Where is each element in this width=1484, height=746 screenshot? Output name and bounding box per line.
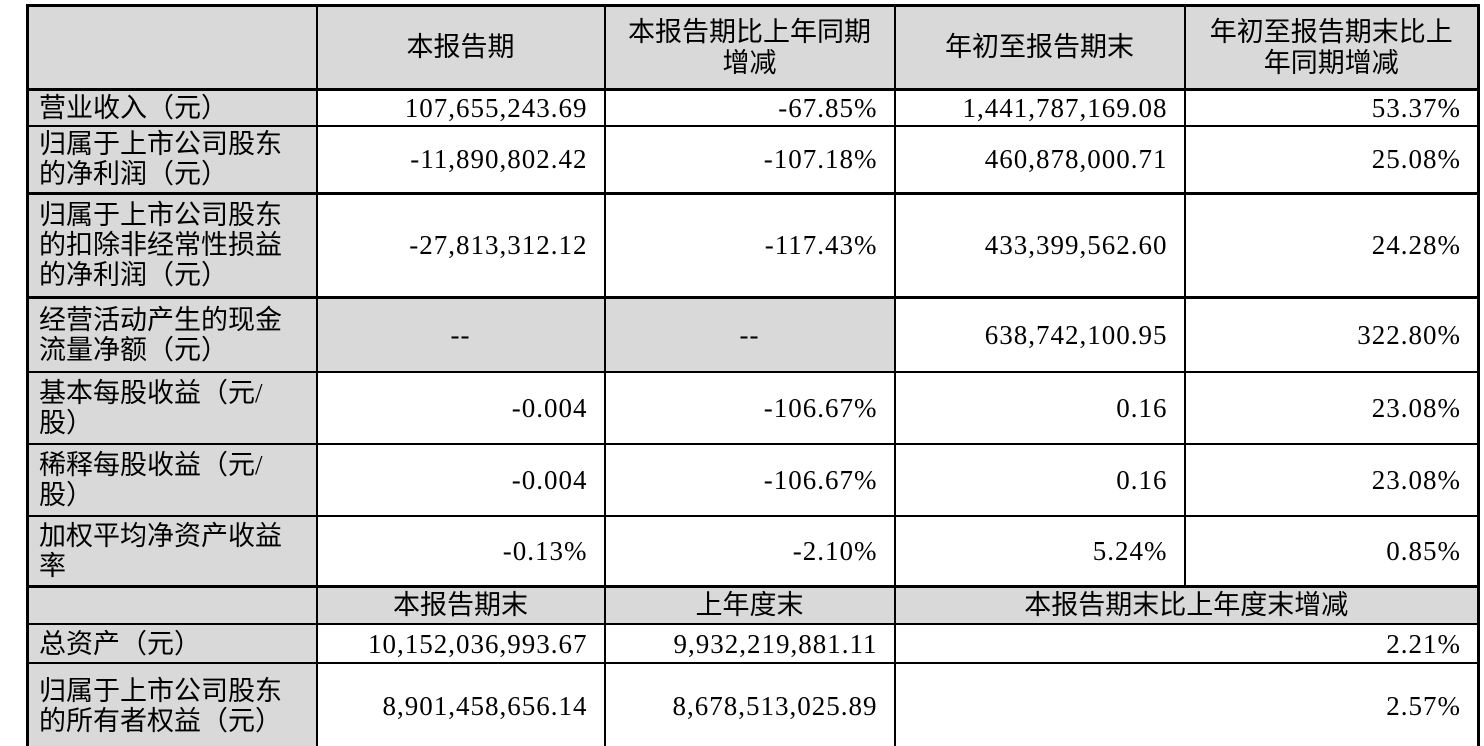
row-label: 稀释每股收益（元/股） [26,443,318,518]
cell-current-dash: -- [315,296,606,374]
cell-ytd-yoy-change: 25.08% [1183,125,1480,195]
header-blank-cell [26,585,318,626]
financial-summary-table: 本报告期 本报告期比上年同期增减 年初至报告期末 年初至报告期末比上年同期增减 … [26,4,1480,746]
cell-yoy-change: -106.67% [603,443,896,518]
cell-current-end: 10,152,036,993.67 [315,623,606,665]
cell-change: 2.21% [893,623,1480,665]
cell-prev-year-end: 9,932,219,881.11 [603,623,896,665]
cell-yoy-change: -107.18% [603,125,896,195]
table-row-equity: 归属于上市公司股东的所有者权益（元） 8,901,458,656.14 8,67… [26,662,1480,746]
header-end-vs-prev-year-change: 本报告期末比上年度末增减 [893,585,1480,626]
cell-ytd: 638,742,100.95 [893,296,1186,374]
cell-current: -0.004 [315,443,606,518]
cell-ytd-yoy-change: 24.28% [1183,192,1480,299]
row-label: 经营活动产生的现金流量净额（元） [26,296,318,374]
row-label: 基本每股收益（元/股） [26,371,318,446]
header-ytd: 年初至报告期末 [893,4,1186,91]
row-label: 归属于上市公司股东的所有者权益（元） [26,662,318,746]
header-blank-cell [26,4,318,91]
table-row-net-profit: 归属于上市公司股东的净利润（元） -11,890,802.42 -107.18%… [26,125,1480,195]
cell-change: 2.57% [893,662,1480,746]
cell-yoy-change: -2.10% [603,515,896,588]
table-row-basic-eps: 基本每股收益（元/股） -0.004 -106.67% 0.16 23.08% [26,371,1480,446]
cell-ytd-yoy-change: 53.37% [1183,88,1480,128]
cell-yoy-change: -117.43% [603,192,896,299]
cell-ytd: 5.24% [893,515,1186,588]
row-label: 营业收入（元） [26,88,318,128]
table-row-operating-cash-flow: 经营活动产生的现金流量净额（元） -- -- 638,742,100.95 32… [26,296,1480,374]
header-ytd-yoy: 年初至报告期末比上年同期增减 [1183,4,1480,91]
cell-ytd: 433,399,562.60 [893,192,1186,299]
cell-ytd: 0.16 [893,371,1186,446]
cell-prev-year-end: 8,678,513,025.89 [603,662,896,746]
cell-current: -0.13% [315,515,606,588]
cell-current: -0.004 [315,371,606,446]
cell-ytd-yoy-change: 23.08% [1183,371,1480,446]
header-row-balance: 本报告期末 上年度末 本报告期末比上年度末增减 [26,585,1480,626]
row-label: 归属于上市公司股东的扣除非经常性损益的净利润（元） [26,192,318,299]
cell-yoy-change-dash: -- [603,296,896,374]
row-label: 总资产（元） [26,623,318,665]
row-label: 加权平均净资产收益率 [26,515,318,588]
cell-current: -27,813,312.12 [315,192,606,299]
header-current-period-yoy: 本报告期比上年同期增减 [603,4,896,91]
cell-current: 107,655,243.69 [315,88,606,128]
cell-ytd: 1,441,787,169.08 [893,88,1186,128]
cell-current-end: 8,901,458,656.14 [315,662,606,746]
table-row-diluted-eps: 稀释每股收益（元/股） -0.004 -106.67% 0.16 23.08% [26,443,1480,518]
table-row-total-assets: 总资产（元） 10,152,036,993.67 9,932,219,881.1… [26,623,1480,665]
cell-ytd-yoy-change: 322.80% [1183,296,1480,374]
header-current-period: 本报告期 [315,4,606,91]
cell-yoy-change: -67.85% [603,88,896,128]
table-row-weighted-avg-roe: 加权平均净资产收益率 -0.13% -2.10% 5.24% 0.85% [26,515,1480,588]
cell-yoy-change: -106.67% [603,371,896,446]
cell-current: -11,890,802.42 [315,125,606,195]
header-row-period: 本报告期 本报告期比上年同期增减 年初至报告期末 年初至报告期末比上年同期增减 [26,4,1480,91]
row-label: 归属于上市公司股东的净利润（元） [26,125,318,195]
header-current-period-end: 本报告期末 [315,585,606,626]
table-row-revenue: 营业收入（元） 107,655,243.69 -67.85% 1,441,787… [26,88,1480,128]
header-prev-year-end: 上年度末 [603,585,896,626]
cell-ytd: 0.16 [893,443,1186,518]
table-row-net-profit-excl-nonrecurring: 归属于上市公司股东的扣除非经常性损益的净利润（元） -27,813,312.12… [26,192,1480,299]
cell-ytd: 460,878,000.71 [893,125,1186,195]
cell-ytd-yoy-change: 0.85% [1183,515,1480,588]
cell-ytd-yoy-change: 23.08% [1183,443,1480,518]
